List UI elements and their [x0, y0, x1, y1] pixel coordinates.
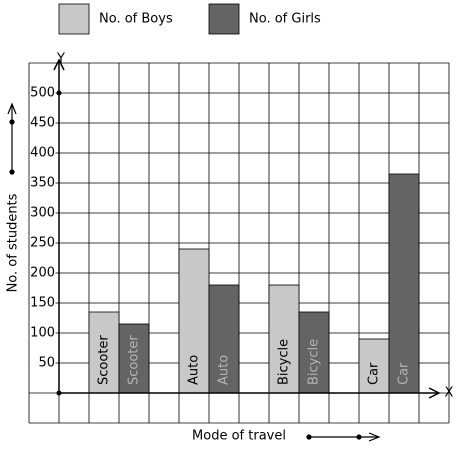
- axis-dot: [56, 90, 62, 96]
- bar-category-label: Bicycle: [307, 339, 322, 385]
- tick-label-bg: [29, 236, 56, 250]
- y-tick-label: 250: [30, 236, 55, 251]
- bar: [178, 248, 210, 394]
- plot: Scooter Scooter Auto Auto Bicycle Bicycle Car C…: [88, 173, 420, 394]
- bar-category-label: Auto: [187, 355, 202, 385]
- decor-arrows: [7, 102, 381, 442]
- tick-label-bg: [29, 116, 56, 130]
- y-tick-label: 350: [30, 176, 55, 191]
- bar: [118, 323, 150, 394]
- tick-label-bg: [29, 86, 56, 100]
- bar-category-label: Scooter: [127, 335, 142, 385]
- tick-label-bg: [29, 266, 56, 280]
- legend-swatch: [208, 3, 240, 35]
- y-tick-label: 300: [30, 206, 55, 221]
- origin: [56, 390, 62, 396]
- y-tick-label: 100: [30, 326, 55, 341]
- bar-category-label: Car: [367, 362, 382, 385]
- y-axis-title: No. of students: [6, 193, 21, 292]
- bar: [268, 284, 300, 394]
- x-axis-symbol: X: [445, 386, 454, 401]
- bar: [88, 311, 120, 394]
- y-tick-label: 500: [30, 86, 55, 101]
- bar: [208, 284, 240, 394]
- x-arrow: [428, 387, 441, 399]
- y-arrow: [53, 58, 65, 71]
- y-tick-label: 150: [30, 296, 55, 311]
- bar-category-label: Car: [397, 362, 412, 385]
- bar: [298, 311, 330, 394]
- tick-label-bg: [29, 176, 56, 190]
- bar-category-label: Bicycle: [277, 339, 292, 385]
- y-tick-label: 200: [30, 266, 55, 281]
- bar: [388, 173, 420, 394]
- legend-swatch: [58, 3, 90, 35]
- legend-label: No. of Girls: [249, 12, 321, 27]
- bar-category-label: Auto: [217, 355, 232, 385]
- tick-label-bg: [29, 146, 56, 160]
- bar: [358, 338, 390, 394]
- y-tick-label: 50: [38, 356, 55, 371]
- y-tick-label: 450: [30, 116, 55, 131]
- tick-label-bg: [29, 356, 56, 370]
- y-axis-symbol: Y: [56, 52, 65, 67]
- tick-label-bg: [29, 326, 56, 340]
- y-tick-label: 400: [30, 146, 55, 161]
- tick-label-bg: [29, 206, 56, 220]
- x-axis-title: Mode of travel: [192, 429, 286, 444]
- legend-label: No. of Boys: [99, 12, 173, 27]
- bar-category-label: Scooter: [97, 335, 112, 385]
- tick-label-bg: [29, 296, 56, 310]
